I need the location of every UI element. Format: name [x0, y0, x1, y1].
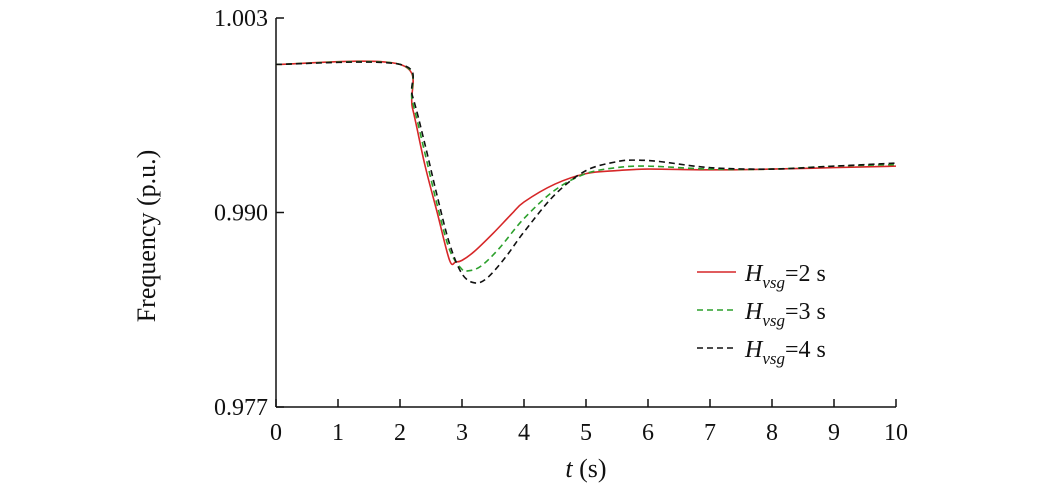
x-tick-label: 2 [394, 420, 406, 446]
x-tick-label: 10 [884, 420, 908, 446]
axes: 0 1 2 3 4 5 6 7 8 9 10 0.977 0.990 1.003 [214, 6, 908, 446]
series-line-3 [275, 61, 897, 284]
series-layer [275, 60, 897, 284]
y-tick-label: 1.003 [214, 6, 268, 32]
legend-label-2: Hvsg=3 s [744, 299, 826, 330]
x-tick-label: 9 [828, 420, 840, 446]
legend-label-1: Hvsg=2 s [744, 261, 826, 292]
series-line-2 [275, 60, 897, 273]
x-tick-label: 1 [332, 420, 344, 446]
series-line-1 [275, 60, 897, 266]
x-axis-unit: (s) [573, 454, 607, 483]
y-axis-title: Frequency (p.u.) [132, 150, 161, 323]
x-axis-variable: t [565, 454, 573, 483]
x-tick-label: 5 [580, 420, 592, 446]
x-tick-label: 6 [642, 420, 654, 446]
x-tick-label: 4 [518, 420, 530, 446]
x-axis-title: t (s) [565, 454, 606, 483]
legend-label-3: Hvsg=4 s [744, 337, 826, 368]
y-tick-label: 0.990 [214, 201, 268, 227]
x-tick-label: 7 [704, 420, 716, 446]
x-tick-label: 8 [766, 420, 778, 446]
x-tick-label: 3 [456, 420, 468, 446]
y-tick-label: 0.977 [214, 395, 268, 421]
legend: Hvsg=2 s Hvsg=3 s Hvsg=4 s [697, 261, 826, 368]
x-tick-label: 0 [270, 420, 282, 446]
